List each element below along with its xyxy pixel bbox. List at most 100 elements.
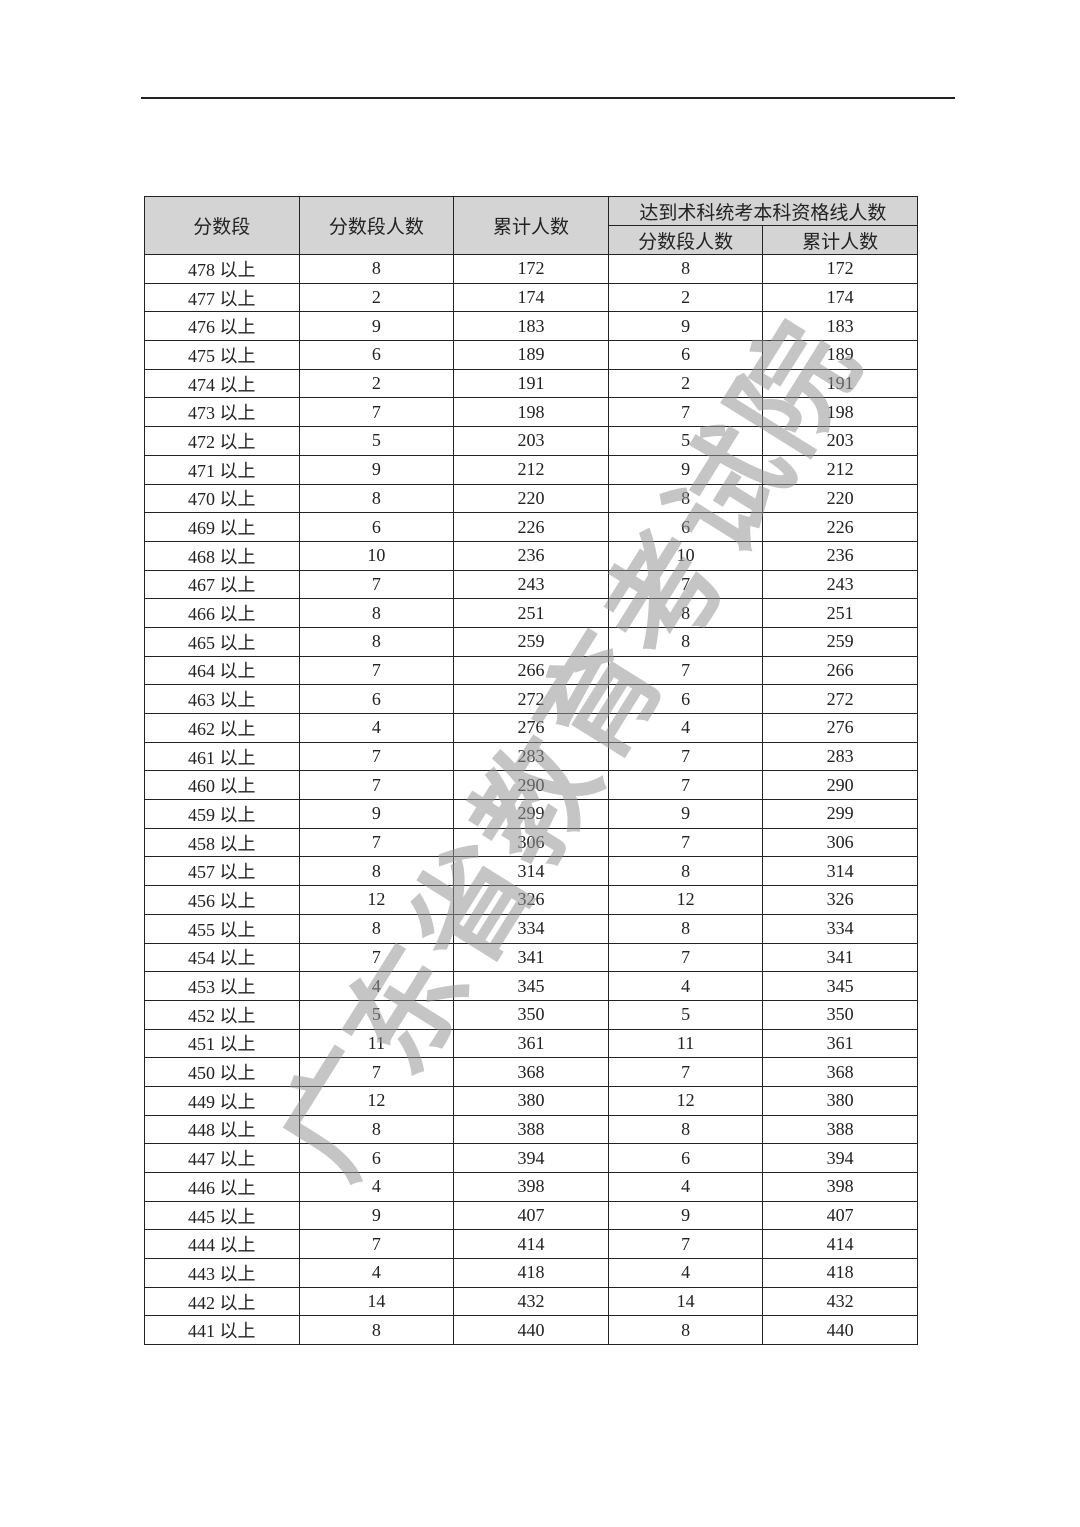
qualified-cumulative-cell: 306 <box>762 827 918 858</box>
qualified-cumulative-cell: 183 <box>762 311 918 342</box>
score-cell: 456 以上 <box>144 885 300 915</box>
qualified-count-cell: 7 <box>607 1229 764 1260</box>
qualified-cumulative-cell: 345 <box>762 971 918 1001</box>
qualified-count-cell: 4 <box>607 1172 764 1202</box>
score-cell: 443 以上 <box>144 1258 300 1288</box>
qualified-count-cell: 6 <box>607 340 764 370</box>
table-row: 445 以上 9 407 9 407 <box>144 1200 918 1231</box>
count-cell: 8 <box>298 626 455 657</box>
count-cell: 4 <box>298 713 455 743</box>
header-cumulative: 累计人数 <box>453 196 609 255</box>
qualified-cumulative-cell: 243 <box>762 569 918 600</box>
table-row: 446 以上 4 398 4 398 <box>144 1172 918 1202</box>
qualified-cumulative-cell: 251 <box>762 598 918 628</box>
cumulative-cell: 341 <box>453 942 609 973</box>
qualified-count-cell: 9 <box>607 311 764 342</box>
table-row: 463 以上 6 272 6 272 <box>144 684 918 714</box>
qualified-cumulative-cell: 212 <box>762 454 918 485</box>
cumulative-cell: 388 <box>453 1114 609 1145</box>
score-cell: 476 以上 <box>144 311 300 342</box>
count-cell: 4 <box>298 1172 455 1202</box>
qualified-count-cell: 8 <box>607 856 764 887</box>
score-cell: 472 以上 <box>144 426 300 456</box>
cumulative-cell: 326 <box>453 885 609 915</box>
table-row: 453 以上 4 345 4 345 <box>144 971 918 1001</box>
cumulative-cell: 189 <box>453 340 609 370</box>
qualified-cumulative-cell: 414 <box>762 1229 918 1260</box>
table-row: 456 以上 12 326 12 326 <box>144 885 918 915</box>
table-row: 451 以上 11 361 11 361 <box>144 1028 918 1059</box>
table-row: 471 以上 9 212 9 212 <box>144 454 918 485</box>
score-cell: 469 以上 <box>144 512 300 542</box>
qualified-count-cell: 8 <box>607 626 764 657</box>
count-cell: 7 <box>298 569 455 600</box>
score-cell: 478 以上 <box>144 254 300 284</box>
cumulative-cell: 368 <box>453 1057 609 1087</box>
qualified-cumulative-cell: 380 <box>762 1085 918 1116</box>
cumulative-cell: 314 <box>453 856 609 887</box>
score-cell: 474 以上 <box>144 368 300 399</box>
table-row: 478 以上 8 172 8 172 <box>144 254 918 284</box>
score-cell: 460 以上 <box>144 770 300 801</box>
score-cell: 458 以上 <box>144 827 300 858</box>
cumulative-cell: 226 <box>453 512 609 542</box>
count-cell: 7 <box>298 770 455 801</box>
table-row: 450 以上 7 368 7 368 <box>144 1057 918 1087</box>
score-cell: 452 以上 <box>144 999 300 1030</box>
qualified-cumulative-cell: 276 <box>762 713 918 743</box>
cumulative-cell: 236 <box>453 540 609 571</box>
qualified-cumulative-cell: 191 <box>762 368 918 399</box>
table-row: 457 以上 8 314 8 314 <box>144 856 918 887</box>
table-row: 462 以上 4 276 4 276 <box>144 713 918 743</box>
score-cell: 445 以上 <box>144 1200 300 1231</box>
cumulative-cell: 290 <box>453 770 609 801</box>
cumulative-cell: 440 <box>453 1315 609 1346</box>
score-cell: 457 以上 <box>144 856 300 887</box>
table-row: 447 以上 6 394 6 394 <box>144 1143 918 1173</box>
cumulative-cell: 299 <box>453 799 609 829</box>
count-cell: 7 <box>298 655 455 686</box>
count-cell: 4 <box>298 1258 455 1288</box>
score-cell: 475 以上 <box>144 340 300 370</box>
cumulative-cell: 203 <box>453 426 609 456</box>
qualified-cumulative-cell: 226 <box>762 512 918 542</box>
qualified-count-cell: 4 <box>607 713 764 743</box>
score-cell: 473 以上 <box>144 397 300 428</box>
qualified-count-cell: 9 <box>607 454 764 485</box>
qualified-count-cell: 8 <box>607 254 764 284</box>
count-cell: 8 <box>298 254 455 284</box>
count-cell: 7 <box>298 397 455 428</box>
count-cell: 8 <box>298 1114 455 1145</box>
score-cell: 449 以上 <box>144 1085 300 1116</box>
qualified-cumulative-cell: 418 <box>762 1258 918 1288</box>
qualified-cumulative-cell: 174 <box>762 282 918 313</box>
qualified-count-cell: 11 <box>607 1028 764 1059</box>
score-cell: 465 以上 <box>144 626 300 657</box>
cumulative-cell: 306 <box>453 827 609 858</box>
count-cell: 6 <box>298 340 455 370</box>
qualified-cumulative-cell: 290 <box>762 770 918 801</box>
qualified-cumulative-cell: 394 <box>762 1143 918 1173</box>
qualified-count-cell: 10 <box>607 540 764 571</box>
qualified-count-cell: 7 <box>607 827 764 858</box>
qualified-count-cell: 7 <box>607 942 764 973</box>
count-cell: 14 <box>298 1286 455 1317</box>
cumulative-cell: 212 <box>453 454 609 485</box>
qualified-cumulative-cell: 236 <box>762 540 918 571</box>
count-cell: 5 <box>298 426 455 456</box>
table-row: 459 以上 9 299 9 299 <box>144 799 918 829</box>
cumulative-cell: 394 <box>453 1143 609 1173</box>
count-cell: 8 <box>298 1315 455 1346</box>
table-row: 475 以上 6 189 6 189 <box>144 340 918 370</box>
cumulative-cell: 283 <box>453 741 609 772</box>
cumulative-cell: 198 <box>453 397 609 428</box>
cumulative-cell: 361 <box>453 1028 609 1059</box>
cumulative-cell: 259 <box>453 626 609 657</box>
cumulative-cell: 191 <box>453 368 609 399</box>
qualified-cumulative-cell: 259 <box>762 626 918 657</box>
qualified-cumulative-cell: 350 <box>762 999 918 1030</box>
table-row: 476 以上 9 183 9 183 <box>144 311 918 342</box>
score-cell: 447 以上 <box>144 1143 300 1173</box>
table-row: 458 以上 7 306 7 306 <box>144 827 918 858</box>
score-cell: 455 以上 <box>144 913 300 944</box>
